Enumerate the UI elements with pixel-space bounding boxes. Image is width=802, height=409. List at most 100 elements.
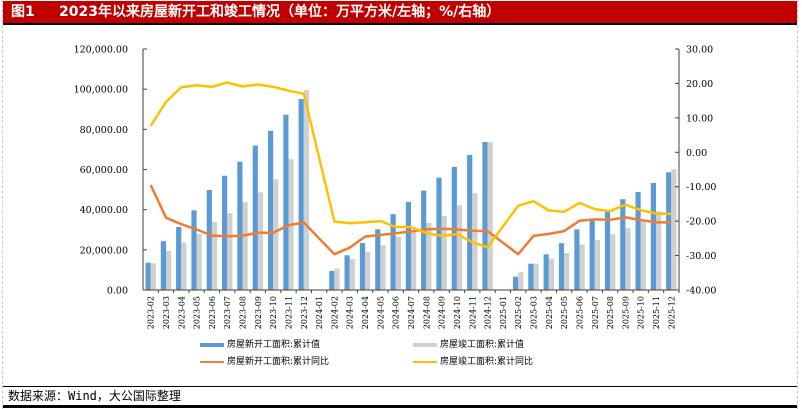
figure-title-bar: 图1 2023年以来房屋新开工和竣工情况（单位：万平方米/左轴；%/右轴） xyxy=(3,1,797,25)
x-tick-label: 2023-11 xyxy=(284,296,293,329)
bar-completions xyxy=(456,205,463,290)
bar-new-starts xyxy=(513,276,519,290)
x-tick-label: 2023-08 xyxy=(239,296,248,329)
right-tick-label: -40.00 xyxy=(686,286,716,297)
x-tick-label: 2024-08 xyxy=(422,296,431,329)
figure-title: 2023年以来房屋新开工和竣工情况（单位：万平方米/左轴；%/右轴） xyxy=(59,4,501,20)
legend-swatch-grey-bar xyxy=(413,342,437,347)
bar-completions xyxy=(303,90,309,290)
bar-completions xyxy=(227,213,233,290)
bar-completions xyxy=(166,251,172,290)
bar-completions xyxy=(365,252,371,290)
x-tick-label: 2024-02 xyxy=(330,296,339,329)
legend-item-completions-cumulative: 房屋竣工面积:累计值 xyxy=(413,338,524,352)
x-tick-label: 2025-06 xyxy=(575,296,584,329)
line-completions-yoy xyxy=(149,81,672,249)
frame-border-left xyxy=(2,0,3,409)
bar-new-starts xyxy=(558,243,565,290)
bar-completions xyxy=(548,258,554,290)
bar-completions xyxy=(211,221,218,290)
right-tick-label: 0.00 xyxy=(686,148,707,159)
bar-new-starts xyxy=(390,214,396,290)
bar-new-starts xyxy=(467,155,473,290)
x-tick-label: 2023-02 xyxy=(147,296,156,329)
bar-completions xyxy=(579,244,585,290)
x-tick-label: 2024-01 xyxy=(315,296,324,329)
legend-label: 房屋新开工面积:累计同比 xyxy=(227,357,330,367)
x-tick-label: 2023-10 xyxy=(269,296,278,329)
x-tick-label: 2023-09 xyxy=(254,296,263,329)
right-tick-label: -10.00 xyxy=(686,182,716,193)
bar-new-starts xyxy=(191,210,197,290)
left-tick-label: 120,000.00 xyxy=(74,45,128,56)
x-tick-label: 2023-05 xyxy=(193,296,202,329)
legend-label: 房屋竣工面积:累计值 xyxy=(440,340,525,350)
x-tick-label: 2024-07 xyxy=(407,296,416,329)
x-tick-label: 2023-04 xyxy=(177,296,186,329)
bar-new-starts xyxy=(589,219,595,290)
x-tick-label: 2025-01 xyxy=(499,296,508,329)
bar-completions xyxy=(380,245,386,290)
x-tick-label: 2023-07 xyxy=(223,296,232,329)
bar-new-starts xyxy=(298,99,304,290)
bar-completions xyxy=(273,179,279,290)
bar-new-starts xyxy=(176,226,182,290)
bar-new-starts xyxy=(574,229,580,290)
bar-completions xyxy=(564,253,570,290)
bar-new-starts xyxy=(436,177,442,290)
bar-new-starts xyxy=(283,114,289,290)
bar-new-starts xyxy=(421,190,427,290)
x-tick-label: 2023-06 xyxy=(208,296,217,329)
x-tick-label: 2025-02 xyxy=(514,296,523,329)
bar-completions xyxy=(640,221,646,290)
bar-new-starts xyxy=(329,270,335,290)
bar-completions xyxy=(395,236,401,290)
left-tick-label: 80,000.00 xyxy=(80,125,128,136)
bar-new-starts xyxy=(268,130,274,290)
x-tick-label: 2025-08 xyxy=(606,296,615,329)
bar-new-starts xyxy=(635,192,641,290)
legend: 房屋新开工面积:累计值 房屋竣工面积:累计值 房屋新开工面积:累计同比 房屋竣工… xyxy=(200,338,600,370)
bar-new-starts xyxy=(375,229,381,290)
bar-new-starts xyxy=(650,183,656,290)
bar-completions xyxy=(349,259,355,290)
bar-new-starts xyxy=(344,255,350,290)
axes-layer: 0.00 20,000.00 40,000.00 60,000.00 80,000.00… xyxy=(74,45,717,330)
bar-completions xyxy=(441,215,447,290)
right-tick-label: 20.00 xyxy=(686,79,713,90)
bar-completions xyxy=(594,240,600,290)
bar-new-starts xyxy=(604,211,611,290)
bar-completions xyxy=(257,192,264,290)
chart: 0.00 20,000.00 40,000.00 60,000.00 80,000.00… xyxy=(74,45,717,330)
x-tick-label: 2023-12 xyxy=(300,296,309,329)
left-tick-label: 100,000.00 xyxy=(74,85,128,96)
x-tick-label: 2024-03 xyxy=(346,296,355,329)
bar-completions xyxy=(334,268,340,290)
bar-completions xyxy=(411,230,417,290)
x-tick-label: 2025-04 xyxy=(545,296,554,329)
line-new-starts-yoy xyxy=(149,184,672,256)
source-divider xyxy=(3,386,797,387)
bar-new-starts xyxy=(222,175,228,290)
legend-swatch-blue-bar xyxy=(200,342,224,347)
bar-new-starts xyxy=(543,254,549,290)
bar-new-starts xyxy=(482,142,488,290)
x-tick-label: 2024-09 xyxy=(438,296,447,329)
bar-completions xyxy=(242,202,248,290)
bar-completions xyxy=(656,211,662,290)
right-tick-label: 10.00 xyxy=(686,113,713,124)
x-tick-label: 2025-03 xyxy=(530,296,539,329)
bar-new-starts xyxy=(359,243,366,290)
bar-new-starts xyxy=(620,199,626,290)
x-tick-label: 2024-10 xyxy=(453,296,462,329)
bar-new-starts xyxy=(206,190,212,290)
x-tick-label: 2025-12 xyxy=(667,296,676,329)
frame-border-right xyxy=(797,0,798,409)
bar-completions xyxy=(472,193,478,290)
bar-completions xyxy=(610,234,616,290)
bar-completions xyxy=(196,234,202,290)
legend-swatch-orange-line xyxy=(200,360,224,363)
bar-new-starts xyxy=(145,262,151,290)
bar-completions xyxy=(533,263,539,290)
right-tick-label: -20.00 xyxy=(686,217,716,228)
